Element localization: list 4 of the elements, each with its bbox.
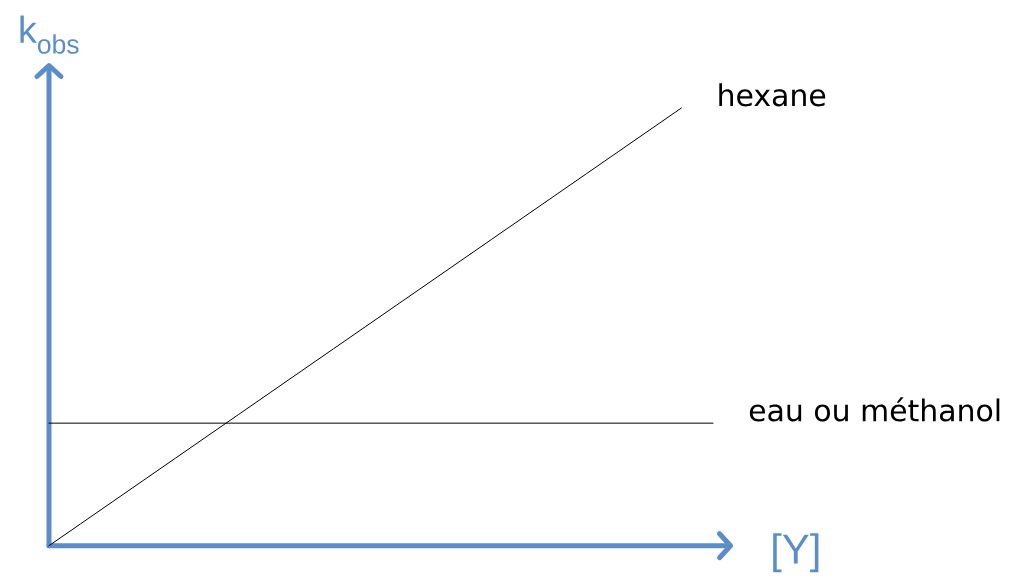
series-label: eau ou méthanol <box>749 397 1000 422</box>
x-axis-title: [Y] <box>773 533 819 573</box>
y-axis-title: k$_{obs}$ <box>20 15 79 54</box>
series-label: hexane <box>719 83 826 107</box>
